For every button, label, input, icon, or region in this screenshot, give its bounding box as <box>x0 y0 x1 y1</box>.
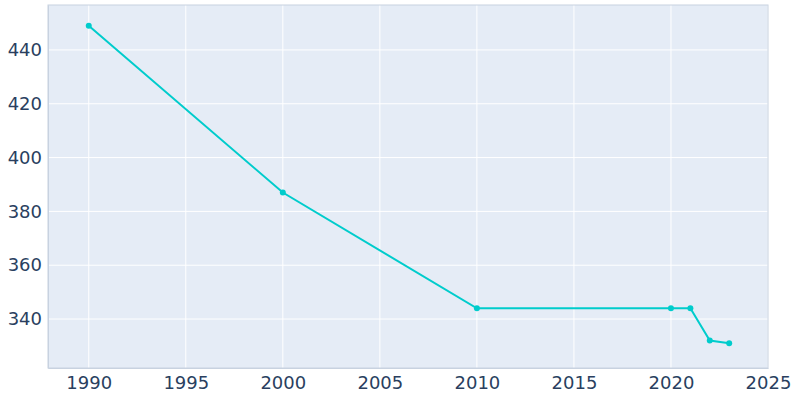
tick-label: 1995 <box>163 372 209 393</box>
point <box>726 340 732 346</box>
grid-line-x <box>282 5 283 368</box>
plot-frame <box>48 5 768 368</box>
tick-label: 2005 <box>357 372 403 393</box>
tick: 380 <box>8 201 48 222</box>
point <box>707 338 713 344</box>
tick: 2015 <box>552 368 598 393</box>
grid <box>48 5 768 368</box>
grid-line-y <box>48 157 768 158</box>
point <box>280 190 286 196</box>
tick-label: 2025 <box>746 372 792 393</box>
tick: 400 <box>8 147 48 168</box>
chart: 1990 1995 2000 2005 2010 2015 2020 2025 340 360 38… <box>0 0 800 400</box>
grid-line-x <box>573 5 574 368</box>
tick: 2005 <box>357 368 403 393</box>
tick: 2020 <box>649 368 695 393</box>
line <box>89 26 729 344</box>
tick-label: 2010 <box>454 372 500 393</box>
grid-line-x <box>88 5 89 368</box>
tick: 340 <box>8 308 48 329</box>
tick-label: 360 <box>8 254 42 275</box>
tick-label: 420 <box>8 93 42 114</box>
point <box>86 23 92 29</box>
point <box>668 305 674 311</box>
tick: 440 <box>8 39 48 60</box>
grid-line-y <box>48 319 768 320</box>
grid-line-y <box>48 103 768 104</box>
tick-label: 2020 <box>649 372 695 393</box>
tick: 2010 <box>454 368 500 393</box>
tick-label: 2015 <box>552 372 598 393</box>
grid-line-x <box>670 5 671 368</box>
tick: 2025 <box>746 368 792 393</box>
grid-line-y <box>48 211 768 212</box>
y-axis: 340 360 380 400 420 440 <box>8 6 49 369</box>
grid-line-y <box>48 49 768 50</box>
tick: 2000 <box>260 368 306 393</box>
tick-label: 340 <box>8 308 42 329</box>
tick: 1990 <box>66 368 112 393</box>
plot: 1990 1995 2000 2005 2010 2015 2020 2025 340 360 38… <box>8 5 792 393</box>
grid-line-x <box>379 5 380 368</box>
tick-label: 1990 <box>66 372 112 393</box>
tick: 420 <box>8 93 48 114</box>
grid-line-x <box>185 5 186 368</box>
plot-background <box>48 5 768 368</box>
marks <box>86 23 732 347</box>
tick-label: 380 <box>8 201 42 222</box>
grid-line-y <box>48 265 768 266</box>
x-axis: 1990 1995 2000 2005 2010 2015 2020 2025 <box>49 368 792 393</box>
tick-label: 2000 <box>260 372 306 393</box>
tick-label: 440 <box>8 39 42 60</box>
point <box>687 305 693 311</box>
tick-label: 400 <box>8 147 42 168</box>
tick: 360 <box>8 254 48 275</box>
grid-line-x <box>476 5 477 368</box>
tick: 1995 <box>163 368 209 393</box>
point <box>474 305 480 311</box>
